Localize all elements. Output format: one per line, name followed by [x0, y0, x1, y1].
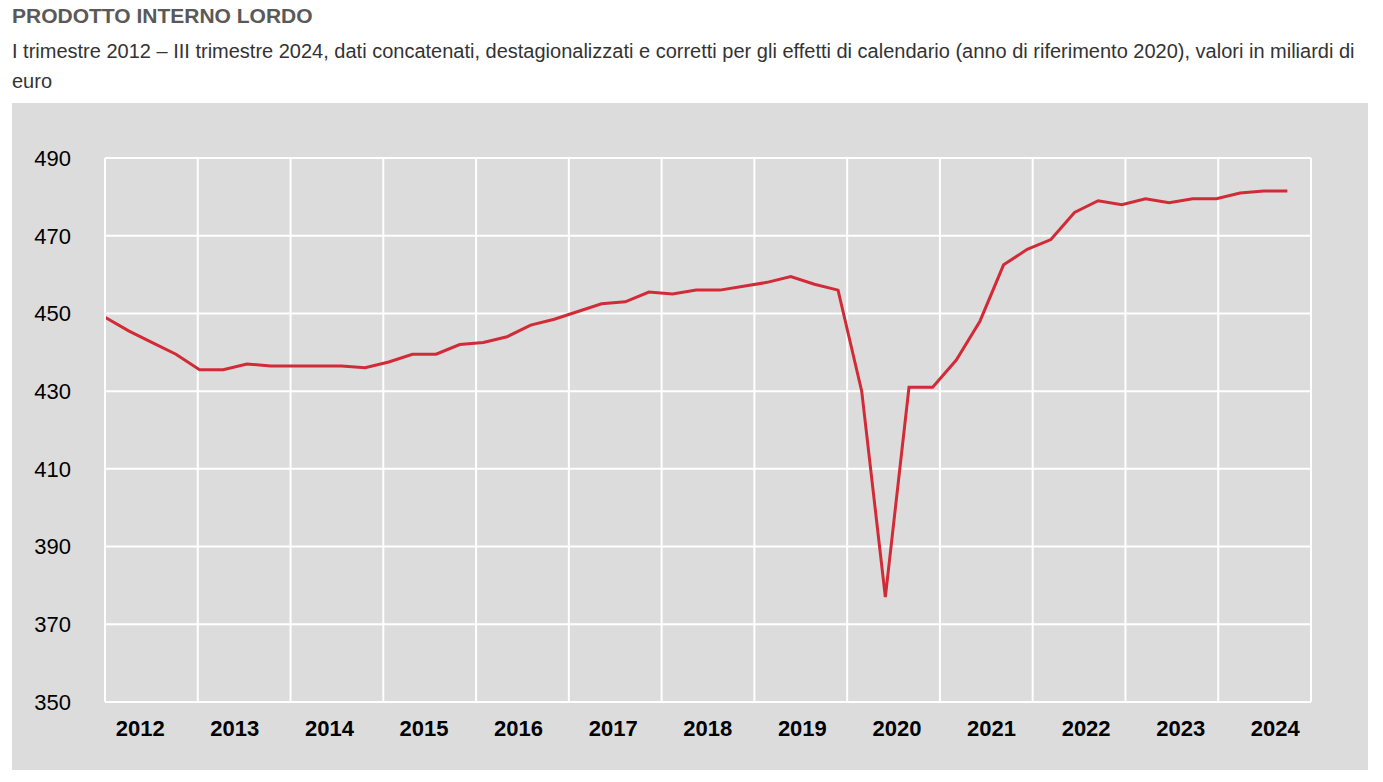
svg-text:470: 470 [34, 224, 71, 249]
svg-text:450: 450 [34, 301, 71, 326]
svg-text:2018: 2018 [683, 716, 732, 741]
svg-text:410: 410 [34, 457, 71, 482]
svg-text:370: 370 [34, 612, 71, 637]
html-text:I trimestre 2012 – III trimest: I trimestre 2012 – III trimestre 2024, d… [12, 40, 1355, 92]
svg-text:2023: 2023 [1156, 716, 1205, 741]
svg-text:390: 390 [34, 534, 71, 559]
svg-text:430: 430 [34, 379, 71, 404]
svg-text:2013: 2013 [210, 716, 259, 741]
svg-text:2017: 2017 [589, 716, 638, 741]
svg-text:2012: 2012 [116, 716, 165, 741]
html-text:PRODOTTO INTERNO LORDO: PRODOTTO INTERNO LORDO [12, 4, 313, 27]
svg-text:2015: 2015 [400, 716, 449, 741]
svg-text:2022: 2022 [1062, 716, 1111, 741]
svg-text:350: 350 [34, 690, 71, 715]
svg-text:2016: 2016 [494, 716, 543, 741]
svg-text:2020: 2020 [872, 716, 921, 741]
svg-text:2024: 2024 [1251, 716, 1301, 741]
svg-text:2014: 2014 [305, 716, 355, 741]
svg-text:2021: 2021 [967, 716, 1016, 741]
svg-text:2019: 2019 [778, 716, 827, 741]
svg-text:490: 490 [34, 146, 71, 171]
